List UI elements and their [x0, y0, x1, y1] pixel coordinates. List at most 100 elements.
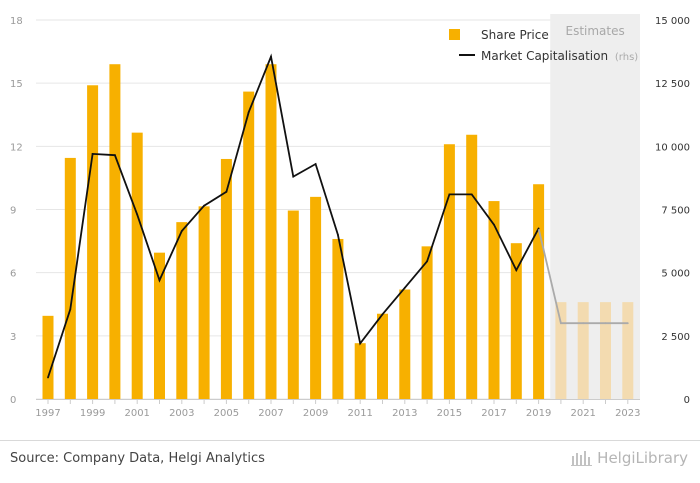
market-cap-point-2020: [560, 322, 562, 325]
x-tick-label-1999: 1999: [80, 408, 105, 419]
chart: Estimates 1997 1999 2001 2003 2005 2007 2009 20…: [10, 14, 690, 419]
market-cap-point-2014: [426, 260, 428, 263]
bar-2015: [443, 144, 455, 399]
market-cap-point-2012: [381, 313, 384, 316]
market-cap-point-2006: [247, 111, 250, 114]
bar-2001: [131, 132, 143, 399]
market-cap-point-2022: [604, 322, 607, 325]
market-cap-line: [47, 53, 629, 379]
x-tick-label-2009: 2009: [303, 408, 328, 419]
y-left-tick-3: 3: [10, 332, 16, 343]
y-left-tick-9: 9: [10, 206, 16, 217]
y-left-tick-6: 6: [10, 269, 16, 280]
y-right-tick-12500: 12 500: [655, 79, 690, 90]
library-icon: [571, 451, 593, 466]
bar-2007: [265, 64, 277, 399]
bar-2013: [399, 289, 411, 399]
market-cap-point-2007: [270, 55, 272, 58]
share-price-bars: [42, 64, 634, 400]
y-left-tick-15: 15: [10, 79, 23, 90]
y-right-tick-10000: 10 000: [655, 142, 690, 153]
bar-2021: [577, 302, 589, 399]
bar-2004: [198, 206, 210, 399]
market-cap-point-2005: [225, 190, 228, 193]
y-right-tick-5000: 5 000: [661, 269, 690, 280]
x-tick-label-2001: 2001: [124, 408, 149, 419]
y-right-tick-0: 0: [684, 395, 690, 406]
market-cap-point-2009: [314, 163, 317, 165]
bar-1997: [42, 315, 54, 399]
helgi-library-logo: HelgiLibrary: [571, 449, 688, 467]
x-tick-label-2021: 2021: [570, 408, 595, 419]
bar-2019: [533, 184, 545, 399]
x-axis-ticks: 1997 1999 2001 2003 2005 2007 2009 2011 2013 2015…: [35, 399, 641, 419]
x-tick-label-2005: 2005: [214, 408, 239, 419]
market-cap-point-2002: [158, 279, 161, 282]
bar-2018: [510, 243, 522, 399]
x-tick-label-2017: 2017: [481, 408, 506, 419]
x-tick-label-2003: 2003: [169, 408, 194, 419]
x-tick-label-2011: 2011: [347, 408, 372, 419]
y-left-tick-18: 18: [10, 16, 23, 27]
legend-market-cap-name: Market Capitalisation: [481, 49, 608, 63]
market-cap-point-2016: [470, 193, 473, 196]
bar-2009: [310, 196, 322, 399]
y-axis-left: 0 3 6 9 12 15 18: [10, 16, 23, 406]
bar-1998: [64, 157, 76, 399]
legend-share-price-swatch: [449, 29, 460, 40]
market-cap-point-2013: [403, 286, 406, 289]
market-cap-point-2000: [114, 154, 116, 157]
bar-2002: [154, 252, 165, 399]
y-left-tick-0: 0: [10, 395, 16, 406]
legend-market-cap-label: Market Capitalisation (rhs): [481, 49, 638, 63]
market-cap-point-2015: [448, 193, 451, 196]
market-cap-point-2023: [626, 322, 629, 325]
market-cap-point-2019: [537, 227, 540, 230]
x-tick-label-2013: 2013: [392, 408, 417, 419]
estimates-label: Estimates: [565, 24, 624, 38]
market-cap-point-2017: [493, 223, 495, 226]
legend-share-price-label: Share Price: [481, 28, 549, 42]
market-cap-point-1997: [47, 376, 49, 379]
y-right-tick-7500: 7 500: [661, 206, 690, 217]
bar-2014: [421, 246, 433, 399]
x-tick-label-1997: 1997: [35, 408, 60, 419]
footer-divider: [0, 440, 700, 441]
source-note: Source: Company Data, Helgi Analytics: [10, 451, 265, 466]
market-cap-point-2001: [136, 213, 139, 216]
bar-2022: [600, 302, 611, 399]
bar-1999: [87, 85, 99, 400]
x-tick-label-2019: 2019: [526, 408, 551, 419]
bar-2011: [354, 343, 366, 399]
market-cap-point-2003: [180, 230, 183, 232]
y-right-tick-2500: 2 500: [661, 332, 690, 343]
bar-2017: [488, 201, 500, 399]
market-cap-point-2018: [515, 269, 518, 272]
market-cap-point-2011: [359, 342, 362, 345]
market-cap-point-1999: [91, 153, 94, 155]
x-tick-label-2023: 2023: [615, 408, 640, 419]
y-axis-right: 0 2 500 5 000 7 500 10 000 12 500 15 000: [655, 16, 690, 406]
bar-2005: [220, 158, 232, 399]
market-cap-point-2021: [582, 322, 585, 325]
bar-2012: [377, 313, 388, 399]
logo-text: HelgiLibrary: [597, 449, 688, 467]
bar-2020: [555, 302, 567, 399]
market-cap-point-2010: [337, 233, 339, 236]
bar-2023: [622, 302, 634, 399]
market-cap-point-2008: [292, 175, 295, 178]
legend: Share Price Market Capitalisation (rhs): [449, 28, 638, 63]
market-cap-point-2004: [203, 204, 206, 207]
bar-2006: [243, 91, 255, 399]
market-cap-point-1998: [69, 308, 72, 311]
y-left-tick-12: 12: [10, 142, 23, 153]
legend-market-cap-rhs: (rhs): [615, 52, 638, 63]
bar-2016: [466, 134, 478, 399]
y-right-tick-15000: 15 000: [655, 16, 690, 27]
x-tick-label-2015: 2015: [437, 408, 462, 419]
bar-2000: [109, 64, 121, 399]
x-tick-label-2007: 2007: [258, 408, 283, 419]
bar-2003: [176, 222, 188, 399]
bar-2010: [332, 238, 344, 399]
bar-2008: [287, 210, 299, 399]
